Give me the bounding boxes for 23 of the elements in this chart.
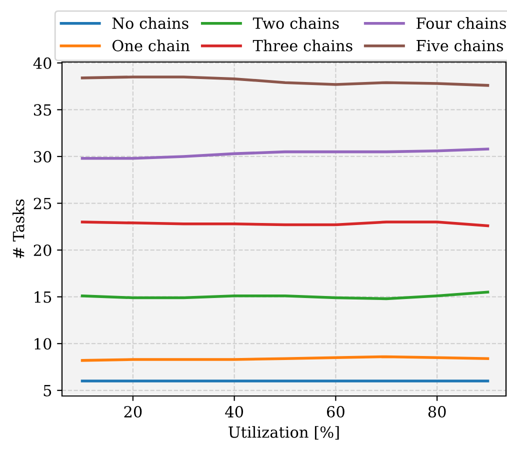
legend-label: Two chains xyxy=(252,17,339,29)
x-axis-title: Utilization [%] xyxy=(228,426,339,440)
legend-label: Five chains xyxy=(416,40,504,52)
x-tick-label: 40 xyxy=(225,406,244,418)
line-series xyxy=(80,290,490,300)
x-tick-label: 80 xyxy=(428,406,446,418)
line-series xyxy=(80,148,490,160)
y-tick-label: 10 xyxy=(34,338,52,350)
line-series xyxy=(80,76,490,87)
y-tick-label: 40 xyxy=(33,57,52,69)
legend-label: Three chains xyxy=(252,40,352,52)
y-tick-label: 25 xyxy=(34,198,52,210)
y-tick-label: 20 xyxy=(34,244,52,256)
legend-label: Four chains xyxy=(416,17,506,29)
y-tick-label: 5 xyxy=(44,385,52,396)
y-tick-label: 35 xyxy=(34,104,52,116)
y-tick-label: 30 xyxy=(34,150,52,163)
x-tick-label: 20 xyxy=(124,406,142,418)
x-tick-label: 60 xyxy=(327,406,344,418)
legend-label: No chains xyxy=(112,17,188,29)
y-tick-label: 15 xyxy=(34,291,52,303)
y-axis-title: # Tasks xyxy=(12,199,24,258)
legend-label: One chain xyxy=(112,40,190,52)
